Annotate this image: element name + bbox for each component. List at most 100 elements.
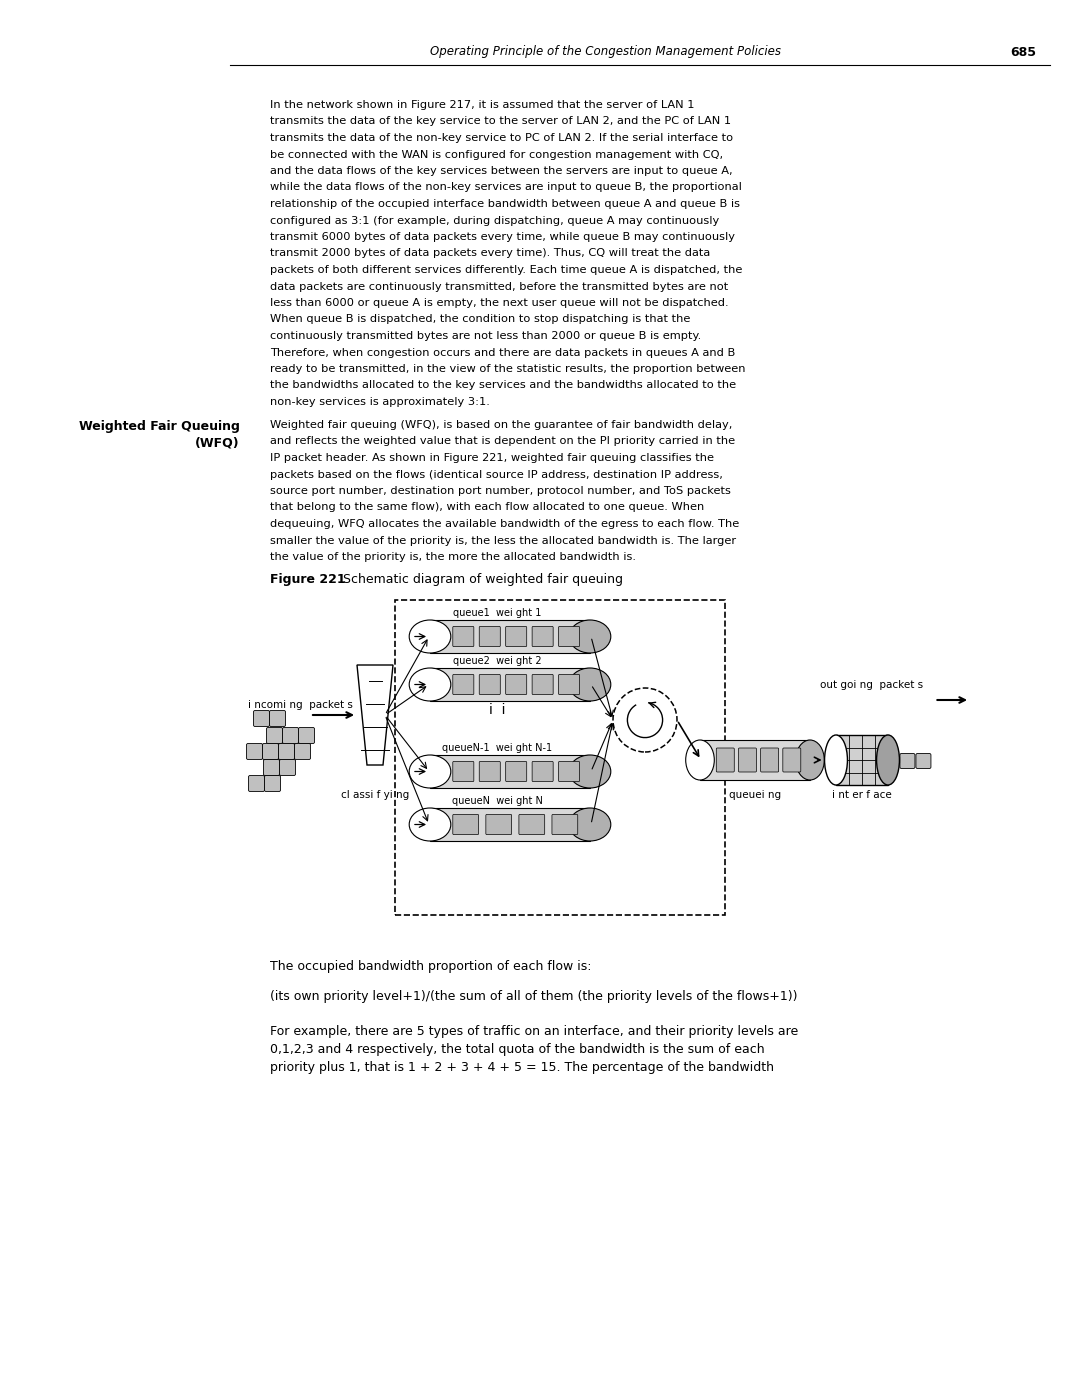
Ellipse shape (409, 807, 450, 841)
Ellipse shape (569, 668, 611, 701)
FancyBboxPatch shape (558, 675, 580, 694)
FancyBboxPatch shape (783, 747, 800, 773)
Text: transmits the data of the key service to the server of LAN 2, and the PC of LAN : transmits the data of the key service to… (270, 116, 731, 127)
FancyBboxPatch shape (505, 675, 527, 694)
FancyBboxPatch shape (760, 747, 779, 773)
Text: transmits the data of the non-key service to PC of LAN 2. If the serial interfac: transmits the data of the non-key servic… (270, 133, 733, 142)
Ellipse shape (877, 735, 900, 785)
FancyBboxPatch shape (298, 728, 314, 743)
FancyBboxPatch shape (453, 761, 474, 781)
FancyBboxPatch shape (480, 761, 500, 781)
Text: packets of both different services differently. Each time queue A is dispatched,: packets of both different services diffe… (270, 265, 742, 275)
FancyBboxPatch shape (700, 740, 810, 780)
FancyBboxPatch shape (264, 760, 280, 775)
Text: transmit 2000 bytes of data packets every time). Thus, CQ will treat the data: transmit 2000 bytes of data packets ever… (270, 249, 711, 258)
Text: queue2  wei ght 2: queue2 wei ght 2 (453, 657, 541, 666)
FancyBboxPatch shape (505, 761, 527, 781)
Text: In the network shown in Figure 217, it is assumed that the server of LAN 1: In the network shown in Figure 217, it i… (270, 101, 694, 110)
Text: the value of the priority is, the more the allocated bandwidth is.: the value of the priority is, the more t… (270, 552, 636, 562)
Text: less than 6000 or queue A is empty, the next user queue will not be dispatched.: less than 6000 or queue A is empty, the … (270, 298, 729, 307)
Text: that belong to the same flow), with each flow allocated to one queue. When: that belong to the same flow), with each… (270, 503, 704, 513)
Ellipse shape (686, 740, 714, 780)
FancyBboxPatch shape (739, 747, 756, 773)
FancyBboxPatch shape (453, 814, 478, 834)
Text: data packets are continuously transmitted, before the transmitted bytes are not: data packets are continuously transmitte… (270, 282, 728, 292)
Text: be connected with the WAN is configured for congestion management with CQ,: be connected with the WAN is configured … (270, 149, 724, 159)
Ellipse shape (409, 754, 450, 788)
Text: the bandwidths allocated to the key services and the bandwidths allocated to the: the bandwidths allocated to the key serv… (270, 380, 737, 391)
Text: smaller the value of the priority is, the less the allocated bandwidth is. The l: smaller the value of the priority is, th… (270, 535, 737, 545)
FancyBboxPatch shape (453, 626, 474, 647)
Text: ready to be transmitted, in the view of the statistic results, the proportion be: ready to be transmitted, in the view of … (270, 365, 745, 374)
Text: queueN  wei ght N: queueN wei ght N (451, 796, 542, 806)
FancyBboxPatch shape (518, 814, 544, 834)
FancyBboxPatch shape (836, 735, 888, 785)
Text: priority plus 1, that is 1 + 2 + 3 + 4 + 5 = 15. The percentage of the bandwidth: priority plus 1, that is 1 + 2 + 3 + 4 +… (270, 1060, 774, 1074)
FancyBboxPatch shape (480, 675, 500, 694)
FancyBboxPatch shape (900, 753, 915, 768)
FancyBboxPatch shape (283, 728, 298, 743)
Text: while the data flows of the non-key services are input to queue B, the proportio: while the data flows of the non-key serv… (270, 183, 742, 193)
Text: transmit 6000 bytes of data packets every time, while queue B may continuously: transmit 6000 bytes of data packets ever… (270, 232, 735, 242)
Text: configured as 3:1 (for example, during dispatching, queue A may continuously: configured as 3:1 (for example, during d… (270, 215, 719, 225)
FancyBboxPatch shape (505, 626, 527, 647)
FancyBboxPatch shape (280, 760, 296, 775)
Text: and the data flows of the key services between the servers are input to queue A,: and the data flows of the key services b… (270, 166, 732, 176)
Text: 0,1,2,3 and 4 respectively, the total quota of the bandwidth is the sum of each: 0,1,2,3 and 4 respectively, the total qu… (270, 1044, 765, 1056)
Text: packets based on the flows (identical source IP address, destination IP address,: packets based on the flows (identical so… (270, 469, 723, 479)
Ellipse shape (569, 620, 611, 652)
FancyBboxPatch shape (248, 775, 265, 792)
Text: IP packet header. As shown in Figure 221, weighted fair queuing classifies the: IP packet header. As shown in Figure 221… (270, 453, 714, 462)
FancyBboxPatch shape (552, 814, 578, 834)
Ellipse shape (409, 668, 450, 701)
Text: Operating Principle of the Congestion Management Policies: Operating Principle of the Congestion Ma… (430, 46, 781, 59)
FancyBboxPatch shape (558, 626, 580, 647)
Text: Weighted Fair Queuing: Weighted Fair Queuing (79, 420, 240, 433)
Text: cl assi f yi ng: cl assi f yi ng (341, 789, 409, 800)
Text: (WFQ): (WFQ) (195, 436, 240, 448)
Text: queuei ng: queuei ng (729, 789, 781, 800)
Text: The occupied bandwidth proportion of each flow is:: The occupied bandwidth proportion of eac… (270, 960, 592, 972)
Text: 685: 685 (1010, 46, 1036, 59)
FancyBboxPatch shape (262, 743, 279, 760)
Text: i ncomi ng  packet s: i ncomi ng packet s (248, 700, 353, 710)
Ellipse shape (796, 740, 824, 780)
Text: (its own priority level+1)/(the sum of all of them (the priority levels of the f: (its own priority level+1)/(the sum of a… (270, 990, 797, 1003)
FancyBboxPatch shape (532, 761, 553, 781)
Ellipse shape (569, 807, 611, 841)
Text: continuously transmitted bytes are not less than 2000 or queue B is empty.: continuously transmitted bytes are not l… (270, 331, 701, 341)
FancyBboxPatch shape (532, 675, 553, 694)
FancyBboxPatch shape (246, 743, 262, 760)
FancyBboxPatch shape (532, 626, 553, 647)
Text: i nt er f ace: i nt er f ace (832, 789, 892, 800)
FancyBboxPatch shape (558, 761, 580, 781)
FancyBboxPatch shape (453, 675, 474, 694)
Ellipse shape (569, 754, 611, 788)
Text: Weighted fair queuing (WFQ), is based on the guarantee of fair bandwidth delay,: Weighted fair queuing (WFQ), is based on… (270, 420, 732, 430)
FancyBboxPatch shape (430, 807, 590, 841)
FancyBboxPatch shape (267, 728, 283, 743)
Text: Figure 221: Figure 221 (270, 573, 346, 585)
Text: queue1  wei ght 1: queue1 wei ght 1 (453, 608, 541, 617)
FancyBboxPatch shape (486, 814, 512, 834)
FancyBboxPatch shape (430, 668, 590, 701)
FancyBboxPatch shape (430, 620, 590, 652)
FancyBboxPatch shape (254, 711, 270, 726)
Text: Therefore, when congestion occurs and there are data packets in queues A and B: Therefore, when congestion occurs and th… (270, 348, 735, 358)
Text: non-key services is approximately 3:1.: non-key services is approximately 3:1. (270, 397, 490, 407)
Text: queueN-1  wei ght N-1: queueN-1 wei ght N-1 (442, 743, 552, 753)
Text: i  i: i i (489, 703, 505, 717)
Text: and reflects the weighted value that is dependent on the PI priority carried in : and reflects the weighted value that is … (270, 436, 735, 447)
FancyBboxPatch shape (279, 743, 295, 760)
Ellipse shape (824, 735, 848, 785)
FancyBboxPatch shape (265, 775, 281, 792)
FancyBboxPatch shape (716, 747, 734, 773)
Text: relationship of the occupied interface bandwidth between queue A and queue B is: relationship of the occupied interface b… (270, 198, 740, 210)
Text: Schematic diagram of weighted fair queuing: Schematic diagram of weighted fair queui… (343, 573, 623, 585)
FancyBboxPatch shape (480, 626, 500, 647)
Text: For example, there are 5 types of traffic on an interface, and their priority le: For example, there are 5 types of traffi… (270, 1025, 798, 1038)
Ellipse shape (409, 620, 450, 652)
Polygon shape (357, 665, 393, 766)
Text: When queue B is dispatched, the condition to stop dispatching is that the: When queue B is dispatched, the conditio… (270, 314, 690, 324)
FancyBboxPatch shape (395, 599, 725, 915)
